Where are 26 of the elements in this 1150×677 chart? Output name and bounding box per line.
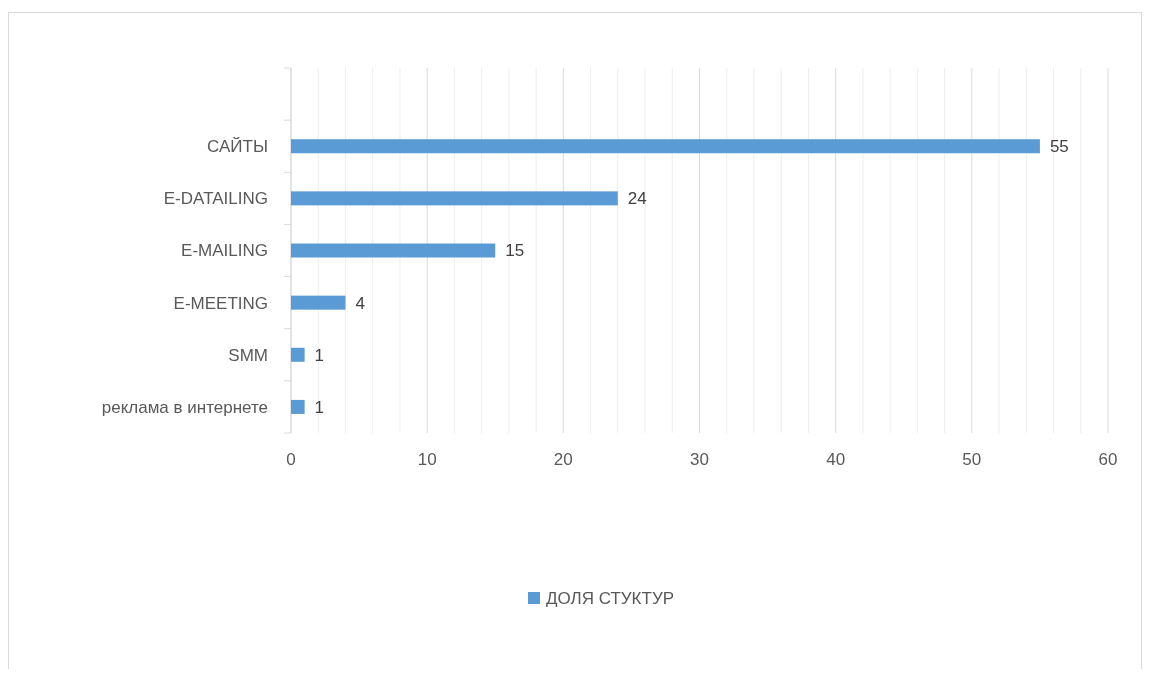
y-tick-label: реклама в интернете bbox=[101, 397, 268, 417]
x-tick-label: 50 bbox=[962, 450, 982, 469]
bar bbox=[291, 399, 305, 414]
legend-label: ДОЛЯ СТУКТУР bbox=[546, 588, 675, 608]
x-tick-label: 0 bbox=[286, 450, 296, 469]
x-tick-label: 20 bbox=[553, 450, 573, 469]
bar bbox=[291, 191, 618, 206]
y-tick-label: E-MAILING bbox=[181, 241, 268, 261]
data-label: 4 bbox=[355, 293, 365, 313]
x-tick-label: 30 bbox=[690, 450, 709, 469]
data-label: 15 bbox=[505, 241, 525, 261]
x-tick-label: 40 bbox=[826, 450, 846, 469]
y-tick-label: E-DATAILING bbox=[163, 189, 268, 209]
data-label: 55 bbox=[1049, 137, 1069, 157]
data-label: 1 bbox=[314, 397, 325, 417]
y-tick-label: E-MEETING bbox=[173, 293, 268, 313]
bar bbox=[291, 139, 1040, 154]
y-tick-label: САЙТЫ bbox=[207, 137, 268, 157]
data-label: 1 bbox=[314, 345, 325, 365]
x-tick-label: 60 bbox=[1098, 450, 1118, 469]
data-label: 24 bbox=[627, 189, 647, 209]
x-tick-label: 10 bbox=[417, 450, 437, 469]
bar bbox=[291, 347, 305, 362]
y-tick-label: SMM bbox=[228, 345, 268, 365]
bar bbox=[291, 295, 346, 310]
bar bbox=[291, 243, 496, 258]
